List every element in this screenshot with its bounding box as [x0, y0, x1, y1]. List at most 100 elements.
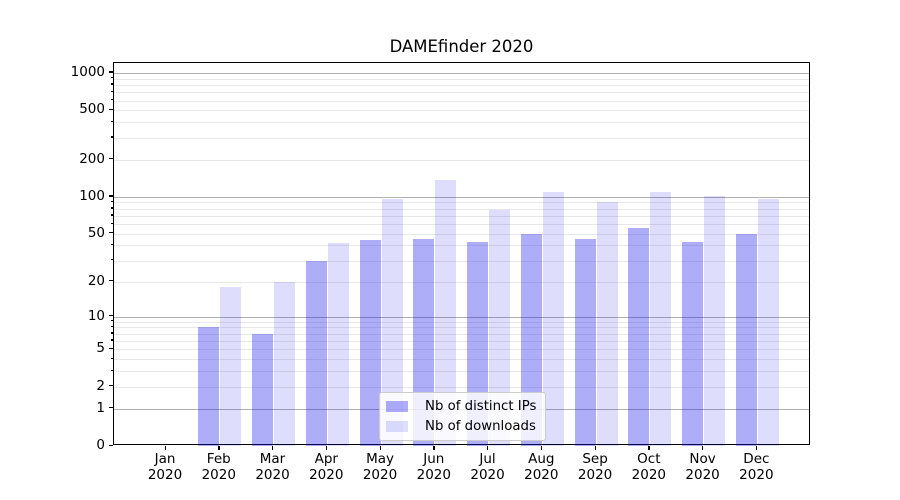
y-tick-label-20: 20 [87, 272, 105, 289]
y-tick-100 [109, 195, 113, 197]
y-minor-tick-80 [110, 207, 113, 209]
y-minor-tick-400 [110, 120, 113, 123]
x-tick-label-jul: Jul 2020 [470, 451, 505, 483]
bar-downloads-nov [704, 195, 726, 446]
bar-ips-may [359, 240, 381, 446]
bar-downloads-sep [596, 202, 618, 446]
y-minor-tick-40 [110, 243, 113, 246]
legend-swatch-distinct-ips [386, 401, 408, 412]
gridline-y-10 [114, 316, 809, 318]
bar-downloads-may [381, 198, 403, 446]
gridline-y-1000 [114, 72, 809, 74]
x-tick-label-may: May 2020 [362, 451, 398, 483]
legend: Nb of distinct IPs Nb of downloads [379, 392, 547, 441]
x-tick-label-mar: Mar 2020 [255, 451, 290, 483]
bar-ips-feb [198, 327, 220, 446]
legend-item-downloads: Nb of downloads [386, 418, 536, 435]
gridline-y-50 [114, 233, 809, 235]
y-minor-tick-6 [110, 339, 113, 341]
x-tick-aug [540, 446, 543, 450]
bar-ips-mar [252, 333, 274, 446]
x-tick-label-nov: Nov 2020 [685, 451, 720, 483]
gridline-y-5 [114, 349, 809, 351]
gridline-y-2 [114, 386, 809, 388]
y-minor-tick-4 [110, 357, 113, 359]
y-tick-200 [109, 158, 113, 160]
bar-ips-dec [735, 233, 757, 446]
bar-downloads-feb [220, 287, 242, 446]
gridline-y-40 [114, 245, 809, 247]
gridline-y-9 [114, 321, 809, 323]
y-minor-tick-9 [110, 320, 113, 322]
y-tick-label-100: 100 [79, 187, 105, 204]
x-tick-jun [433, 446, 435, 450]
y-tick-label-10: 10 [87, 307, 105, 324]
plot-area: Nb of distinct IPs Nb of downloads [113, 62, 810, 446]
gridline-y-20 [114, 281, 809, 283]
bar-downloads-jun [435, 179, 457, 446]
x-tick-may [379, 446, 381, 450]
y-minor-tick-8 [110, 325, 113, 328]
y-tick-label-2: 2 [96, 377, 105, 394]
y-tick-2 [109, 385, 113, 387]
y-tick-label-1000: 1000 [70, 63, 105, 80]
y-tick-label-0: 0 [96, 437, 105, 453]
x-tick-label-dec: Dec 2020 [739, 451, 774, 483]
gridline-y-200 [114, 159, 809, 161]
y-tick-500 [109, 108, 113, 111]
x-tick-feb [218, 446, 220, 450]
x-tick-jan [164, 446, 166, 450]
gridline-y-800 [114, 84, 809, 86]
y-minor-tick-300 [110, 136, 113, 138]
x-tick-label-oct: Oct 2020 [631, 451, 666, 483]
bar-downloads-aug [542, 192, 564, 446]
y-tick-label-1: 1 [96, 399, 105, 416]
gridline-y-7 [114, 333, 809, 335]
y-tick-1000 [109, 71, 113, 73]
gridline-y-700 [114, 92, 809, 94]
x-tick-sep [594, 446, 596, 450]
legend-label: Nb of distinct IPs [425, 399, 537, 414]
bar-downloads-mar [274, 281, 296, 446]
y-minor-tick-600 [110, 99, 113, 101]
gridline-y-3 [114, 371, 809, 373]
y-tick-label-50: 50 [87, 224, 105, 241]
y-minor-tick-700 [110, 90, 113, 92]
y-minor-tick-900 [110, 77, 113, 79]
y-tick-20 [109, 280, 113, 282]
y-minor-tick-30 [110, 259, 113, 261]
x-tick-mar [272, 446, 274, 450]
x-tick-jul [487, 446, 489, 450]
bar-ips-oct [628, 227, 650, 446]
y-minor-tick-800 [110, 83, 113, 85]
bar-downloads-apr [327, 242, 349, 446]
gridline-y-400 [114, 122, 809, 124]
gridline-y-600 [114, 100, 809, 102]
legend-item-distinct-ips: Nb of distinct IPs [386, 398, 536, 415]
y-minor-tick-70 [110, 214, 113, 216]
bar-downloads-jul [489, 210, 511, 446]
y-tick-label-5: 5 [96, 340, 105, 357]
gridline-y-900 [114, 78, 809, 80]
bar-ips-apr [305, 260, 327, 446]
chart-title: DAMEfinder 2020 [389, 37, 534, 56]
y-minor-tick-60 [110, 222, 113, 224]
x-tick-label-sep: Sep 2020 [577, 451, 613, 483]
legend-label: Nb of downloads [425, 419, 536, 434]
y-minor-tick-7 [110, 332, 113, 334]
gridline-y-300 [114, 137, 809, 139]
bar-downloads-oct [650, 191, 672, 446]
gridline-y-80 [114, 208, 809, 210]
gridline-y-90 [114, 202, 809, 204]
x-tick-oct [648, 446, 650, 450]
legend-swatch-downloads [386, 421, 408, 432]
y-tick-50 [109, 232, 113, 234]
x-tick-nov [702, 446, 704, 450]
x-tick-dec [755, 446, 758, 450]
y-tick-1 [109, 407, 113, 409]
bar-ips-nov [682, 241, 704, 446]
x-tick-apr [325, 446, 328, 450]
bar-downloads-dec [757, 198, 779, 446]
bar-ips-sep [574, 239, 596, 446]
